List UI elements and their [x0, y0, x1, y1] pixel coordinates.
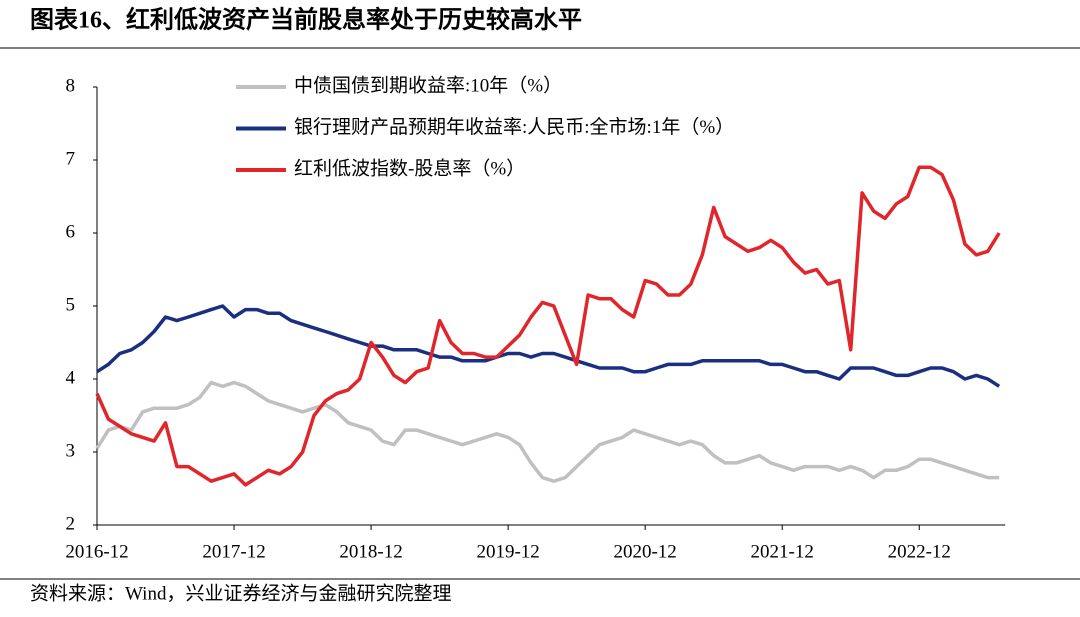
x-tick-label: 2021-12 — [751, 541, 814, 562]
y-tick-label: 3 — [66, 440, 76, 461]
legend-label: 银行理财产品预期年收益率:人民币:全市场:1年（%） — [294, 116, 734, 138]
x-tick-label: 2020-12 — [613, 541, 676, 562]
x-tick-label: 2016-12 — [65, 541, 128, 562]
series-line — [95, 165, 1001, 487]
y-tick-label: 4 — [66, 367, 76, 388]
y-tick-label: 7 — [66, 148, 76, 169]
source: 资料来源：Wind，兴业证券经济与金融研究院整理 — [30, 582, 451, 604]
series-line — [96, 304, 1001, 388]
y-tick-label: 5 — [66, 294, 76, 315]
x-tick-label: 2022-12 — [888, 541, 951, 562]
x-tick-label: 2018-12 — [339, 541, 402, 562]
legend-label: 中债国债到期收益率:10年（%） — [294, 74, 562, 96]
legend-label: 红利低波指数-股息率（%） — [294, 157, 525, 179]
y-tick-label: 6 — [66, 221, 76, 242]
chart-title: 图表16、红利低波资产当前股息率处于历史较高水平 — [30, 6, 582, 34]
y-tick-label: 2 — [66, 513, 76, 534]
series-line — [95, 380, 1000, 483]
x-tick-label: 2019-12 — [476, 541, 539, 562]
y-tick-label: 8 — [66, 75, 76, 96]
x-tick-label: 2017-12 — [202, 541, 265, 562]
